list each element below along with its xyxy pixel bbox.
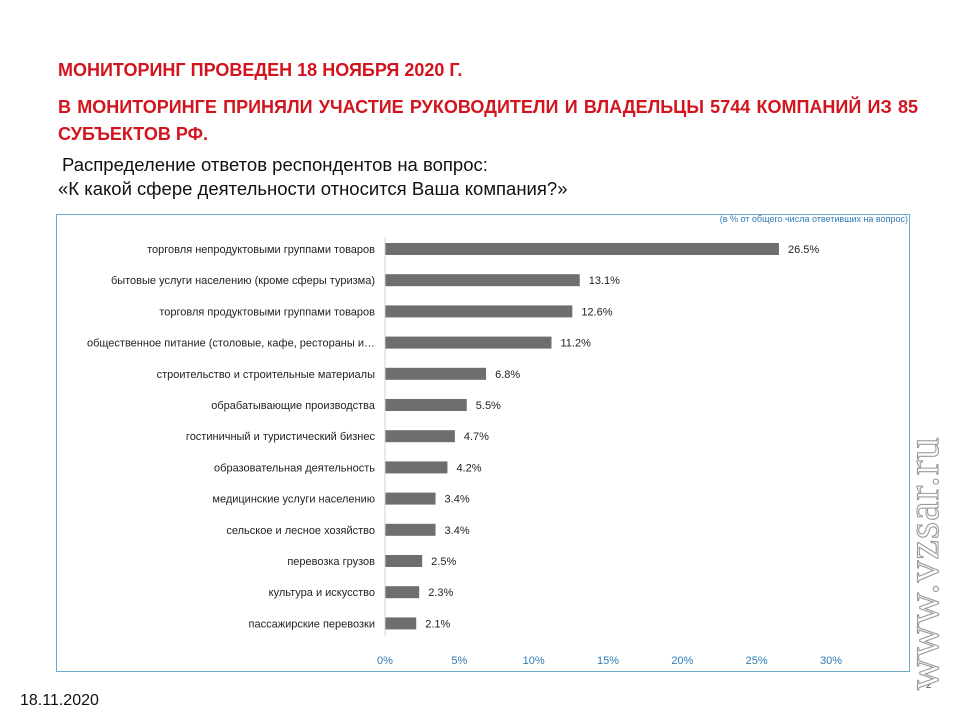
category-label: сельское и лесное хозяйство xyxy=(226,525,375,537)
value-label: 3.4% xyxy=(445,494,470,506)
bar xyxy=(385,336,552,349)
watermark-text: www.vzsar.ru xyxy=(899,436,948,690)
value-label: 26.5% xyxy=(788,244,819,256)
bar xyxy=(385,523,436,536)
x-tick-label: 30% xyxy=(820,655,842,667)
bar xyxy=(385,617,417,630)
bar xyxy=(385,243,779,255)
bar xyxy=(385,461,448,474)
x-tick-label: 0% xyxy=(377,655,393,667)
headline-participants: В МОНИТОРИНГЕ ПРИНЯЛИ УЧАСТИЕ РУКОВОДИТЕ… xyxy=(58,97,918,144)
page-number: 2 xyxy=(926,680,932,691)
watermark: www.vzsar.ru xyxy=(898,436,948,691)
category-label: культура и искусство xyxy=(269,587,375,599)
question-block: Распределение ответов респондентов на во… xyxy=(58,153,568,201)
category-label: обрабатывающие производства xyxy=(211,400,376,412)
x-tick-label: 25% xyxy=(746,655,768,667)
bar xyxy=(385,586,420,599)
value-label: 4.2% xyxy=(456,462,481,474)
value-label: 13.1% xyxy=(589,275,620,287)
value-label: 11.2% xyxy=(561,338,592,350)
value-label: 12.6% xyxy=(581,306,612,318)
chart-frame xyxy=(56,214,910,672)
question-text: «К какой сфере деятельности относится Ва… xyxy=(58,178,568,199)
category-label: пассажирские перевозки xyxy=(249,618,375,630)
value-label: 5.5% xyxy=(476,400,501,412)
x-tick-label: 10% xyxy=(523,655,545,667)
category-label: медицинские услуги населению xyxy=(212,494,375,506)
bar xyxy=(385,492,436,505)
value-label: 2.3% xyxy=(428,587,453,599)
category-label: бытовые услуги населению (кроме сферы ту… xyxy=(111,275,375,287)
x-tick-label: 5% xyxy=(451,655,467,667)
bar xyxy=(385,274,580,287)
bar xyxy=(385,430,455,443)
footer-date: 18.11.2020 xyxy=(20,692,99,709)
category-label: общественное питание (столовые, кафе, ре… xyxy=(87,338,375,350)
category-label: строительство и строительные материалы xyxy=(157,369,376,381)
category-label: гостиничный и туристический бизнес xyxy=(186,431,376,443)
bar xyxy=(385,399,467,411)
value-label: 3.4% xyxy=(445,525,470,537)
category-label: торговля непродуктовыми группами товаров xyxy=(147,244,375,256)
value-label: 6.8% xyxy=(495,369,520,381)
chart-unit-note: (в % от общего числа ответивших на вопро… xyxy=(719,214,908,224)
bar xyxy=(385,555,423,567)
category-label: образовательная деятельность xyxy=(214,462,375,474)
bar xyxy=(385,367,487,380)
value-label: 2.1% xyxy=(425,618,450,630)
value-label: 2.5% xyxy=(431,556,456,568)
x-tick-label: 15% xyxy=(597,655,619,667)
category-label: перевозка грузов xyxy=(287,556,375,568)
bar xyxy=(385,305,573,318)
headline-monitoring-date: МОНИТОРИНГ ПРОВЕДЕН 18 НОЯБРЯ 2020 Г. xyxy=(58,60,463,80)
x-tick-label: 20% xyxy=(671,655,693,667)
question-intro: Распределение ответов респондентов на во… xyxy=(62,154,488,175)
value-label: 4.7% xyxy=(464,431,489,443)
category-label: торговля продуктовыми группами товаров xyxy=(159,306,375,318)
